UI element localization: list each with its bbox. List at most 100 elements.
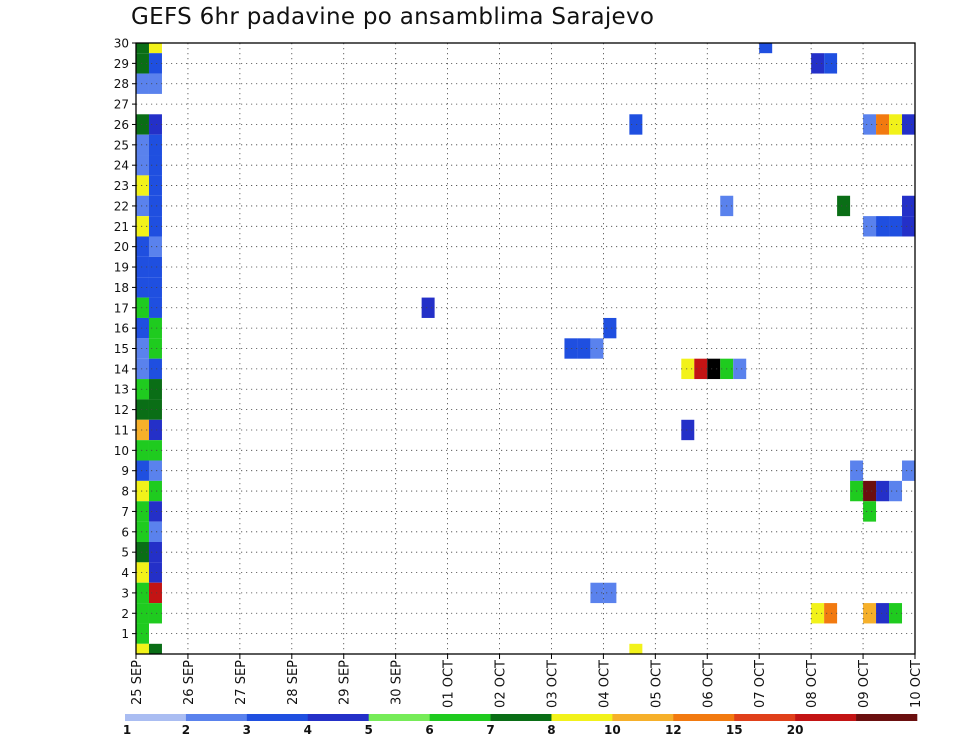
heatmap-cell — [148, 379, 162, 400]
y-tick-label: 30 — [114, 37, 129, 51]
heatmap-cell — [681, 419, 695, 441]
x-tick-label: 10 OCT — [909, 660, 924, 708]
heatmap-cell — [707, 358, 721, 380]
colorbar-swatch — [368, 714, 430, 721]
heatmap-cell — [136, 480, 149, 502]
y-tick-label: 28 — [114, 77, 129, 91]
y-tick-label: 2 — [121, 607, 129, 621]
heatmap-cell — [148, 134, 162, 156]
colorbar-swatch — [551, 714, 613, 721]
heatmap-cell — [136, 277, 149, 298]
heatmap-cell — [136, 43, 149, 54]
colorbar-swatch — [125, 714, 187, 721]
colorbar-label: 15 — [726, 723, 743, 737]
y-tick-label: 8 — [121, 485, 129, 499]
heatmap-cell — [148, 603, 162, 624]
heatmap-cell — [148, 256, 162, 278]
colorbar-label: 5 — [365, 723, 373, 737]
heatmap-cell — [148, 155, 162, 176]
heatmap-cells — [136, 43, 915, 654]
heatmap-cell — [136, 317, 149, 339]
heatmap-cell — [876, 114, 890, 135]
heatmap-cell — [148, 216, 162, 237]
y-tick-label: 24 — [114, 159, 129, 173]
y-tick-label: 26 — [114, 118, 129, 132]
x-tick-label: 01 OCT — [442, 660, 457, 708]
colorbar-swatch — [795, 714, 857, 721]
colorbar-swatch — [490, 714, 552, 721]
y-tick-label: 25 — [114, 138, 129, 152]
colorbar-swatch — [307, 714, 369, 721]
heatmap-cell — [863, 603, 877, 624]
colorbar-legend: 1 2 3 4 5 6 7 8 10 12 15 20 — [123, 714, 918, 737]
heatmap-cell — [136, 582, 149, 604]
x-tick-label: 06 OCT — [701, 660, 716, 708]
y-tick-label: 15 — [114, 342, 129, 356]
heatmap-cell — [629, 114, 643, 135]
colorbar-swatch — [246, 714, 309, 721]
heatmap-cell — [136, 623, 149, 644]
heatmap-cell — [148, 338, 162, 359]
heatmap-cell — [136, 460, 149, 481]
heatmap-cell — [148, 358, 162, 380]
y-tick-label: 12 — [114, 403, 129, 417]
heatmap-cell — [876, 480, 890, 502]
heatmap-cell — [148, 43, 162, 54]
heatmap-cell — [136, 155, 149, 176]
y-tick-label: 6 — [121, 525, 129, 539]
heatmap-cell — [136, 134, 149, 156]
heatmap-cell — [136, 562, 149, 583]
y-tick-label: 29 — [114, 57, 129, 71]
heatmap-cell — [148, 480, 162, 502]
heatmap-cell — [733, 358, 747, 380]
heatmap-cell — [148, 175, 162, 196]
heatmap-cell — [136, 399, 149, 420]
plot-frame — [135, 42, 916, 655]
heatmap-cell — [902, 114, 915, 135]
heatmap-cell — [902, 195, 915, 217]
y-tick-label: 27 — [114, 98, 129, 112]
heatmap-cell — [136, 53, 149, 74]
colorbar-label: 10 — [604, 723, 621, 737]
x-axis: 25 SEP 26 SEP 27 SEP 28 SEP 29 SEP 30 SEP 01 O… — [130, 654, 924, 708]
colorbar-label: 6 — [425, 723, 433, 737]
heatmap-cell — [811, 53, 825, 74]
colorbar-label: 8 — [547, 723, 555, 737]
heatmap-cell — [148, 399, 162, 420]
heatmap-cell — [148, 521, 162, 542]
heatmap-cell — [902, 460, 915, 481]
heatmap-cell — [889, 480, 903, 502]
heatmap-cell — [148, 317, 162, 339]
y-tick-label: 13 — [114, 383, 129, 397]
heatmap-cell — [136, 521, 149, 542]
heatmap-cell — [148, 53, 162, 74]
heatmap-cell — [889, 603, 903, 624]
heatmap-cell — [876, 216, 890, 237]
heatmap-cell — [863, 501, 877, 522]
x-tick-label: 07 OCT — [753, 660, 768, 708]
y-tick-label: 18 — [114, 281, 129, 295]
heatmap-cell — [136, 195, 149, 217]
heatmap-cell — [136, 419, 149, 441]
heatmap-cell — [889, 114, 903, 135]
y-tick-label: 5 — [121, 546, 129, 560]
heatmap-cell — [148, 73, 162, 94]
heatmap-cell — [148, 501, 162, 522]
heatmap-cell — [136, 603, 149, 624]
heatmap-cell — [148, 236, 162, 257]
y-tick-label: 10 — [114, 444, 129, 458]
heatmap-cell — [148, 643, 162, 654]
colorbar-label: 20 — [787, 723, 804, 737]
heatmap-cell — [837, 195, 851, 217]
x-tick-label: 02 OCT — [494, 660, 509, 708]
x-tick-label: 08 OCT — [805, 660, 820, 708]
y-tick-label: 17 — [114, 301, 129, 315]
y-tick-label: 7 — [121, 505, 129, 519]
heatmap-cell — [148, 562, 162, 583]
heatmap-cell — [148, 460, 162, 481]
heatmap-cell — [603, 582, 617, 604]
heatmap-cell — [136, 73, 149, 94]
colorbar-swatch — [856, 714, 918, 721]
heatmap-cell — [863, 216, 877, 237]
x-tick-label: 27 SEP — [234, 660, 249, 705]
